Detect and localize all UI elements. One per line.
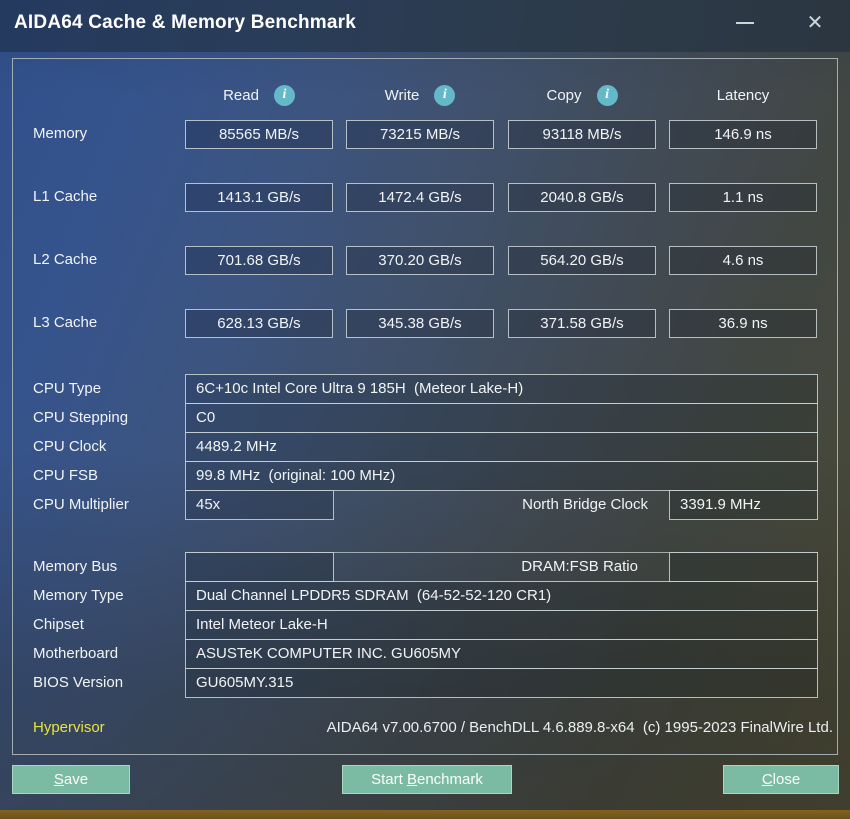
row-label-cpu-stepping: CPU Stepping [33, 409, 129, 426]
l2-latency-value: 4.6 ns [669, 246, 817, 275]
row-label-motherboard: Motherboard [33, 645, 119, 662]
memory-bus-row-line [185, 552, 818, 553]
row-label-memory-bus: Memory Bus [33, 558, 118, 575]
cpu-fsb-value: 99.8 MHz (original: 100 MHz) [185, 461, 818, 491]
row-label-chipset: Chipset [33, 616, 84, 633]
cpu-multiplier-value: 45x [185, 490, 334, 520]
memory-read-value: 85565 MB/s [185, 120, 333, 149]
memory-copy-value: 93118 MB/s [508, 120, 656, 149]
row-label-memory: Memory [33, 125, 88, 142]
cpu-stepping-value: C0 [185, 403, 818, 433]
l3-write-value: 345.38 GB/s [346, 309, 494, 338]
row-label-cpu-type: CPU Type [33, 380, 102, 397]
bios-version-value: GU605MY.315 [185, 668, 818, 698]
write-header-label: Write [384, 86, 420, 104]
column-header-write: Write i [346, 83, 494, 107]
row-label-cpu-multiplier: CPU Multiplier [33, 496, 129, 513]
cpu-clock-value: 4489.2 MHz [185, 432, 818, 462]
motherboard-value: ASUSTeK COMPUTER INC. GU605MY [185, 639, 818, 669]
minimize-icon [736, 22, 754, 24]
row-label-l2-cache: L2 Cache [33, 251, 98, 268]
copy-header-label: Copy [546, 86, 582, 104]
window-title: AIDA64 Cache & Memory Benchmark [14, 12, 356, 33]
l1-copy-value: 2040.8 GB/s [508, 183, 656, 212]
row-label-memory-type: Memory Type [33, 587, 124, 604]
l2-write-value: 370.20 GB/s [346, 246, 494, 275]
l2-read-value: 701.68 GB/s [185, 246, 333, 275]
l1-latency-value: 1.1 ns [669, 183, 817, 212]
write-info-icon[interactable]: i [434, 84, 456, 106]
l3-copy-value: 371.58 GB/s [508, 309, 656, 338]
dram-fsb-ratio-value [669, 552, 818, 582]
row-label-l3-cache: L3 Cache [33, 314, 98, 331]
close-button[interactable]: Close [723, 765, 839, 794]
dram-fsb-ratio-label: DRAM:FSB Ratio [521, 558, 638, 575]
north-bridge-clock-label: North Bridge Clock [522, 496, 648, 513]
row-label-cpu-clock: CPU Clock [33, 438, 107, 455]
close-icon: ✕ [806, 12, 824, 34]
benchmark-panel: Read i Write i Copy i Latency Memory 855… [12, 58, 838, 755]
row-label-l1-cache: L1 Cache [33, 188, 98, 205]
memory-write-value: 73215 MB/s [346, 120, 494, 149]
cpu-type-value: 6C+10c Intel Core Ultra 9 185H (Meteor L… [185, 374, 818, 404]
l1-write-value: 1472.4 GB/s [346, 183, 494, 212]
read-info-icon[interactable]: i [273, 84, 295, 106]
row-label-cpu-fsb: CPU FSB [33, 467, 99, 484]
chipset-value: Intel Meteor Lake-H [185, 610, 818, 640]
start-benchmark-button[interactable]: Start Benchmark [342, 765, 512, 794]
read-header-label: Read [223, 86, 259, 104]
latency-header-label: Latency [716, 86, 770, 104]
l3-latency-value: 36.9 ns [669, 309, 817, 338]
version-text: AIDA64 v7.00.6700 / BenchDLL 4.6.889.8-x… [326, 719, 833, 736]
north-bridge-clock-value: 3391.9 MHz [669, 490, 818, 520]
save-button[interactable]: Save [12, 765, 130, 794]
minimize-button[interactable] [722, 0, 768, 46]
memory-type-value: Dual Channel LPDDR5 SDRAM (64-52-52-120 … [185, 581, 818, 611]
hypervisor-label: Hypervisor [33, 719, 105, 736]
copy-info-icon[interactable]: i [596, 84, 618, 106]
bottom-accent-strip [0, 810, 850, 819]
column-header-copy: Copy i [508, 83, 656, 107]
l3-read-value: 628.13 GB/s [185, 309, 333, 338]
l1-read-value: 1413.1 GB/s [185, 183, 333, 212]
memory-bus-value [185, 552, 334, 582]
close-window-button[interactable]: ✕ [792, 0, 838, 46]
column-header-read: Read i [185, 83, 333, 107]
column-header-latency: Latency [669, 83, 817, 107]
l2-copy-value: 564.20 GB/s [508, 246, 656, 275]
row-label-bios-version: BIOS Version [33, 674, 124, 691]
memory-latency-value: 146.9 ns [669, 120, 817, 149]
titlebar: AIDA64 Cache & Memory Benchmark ✕ [0, 0, 850, 52]
